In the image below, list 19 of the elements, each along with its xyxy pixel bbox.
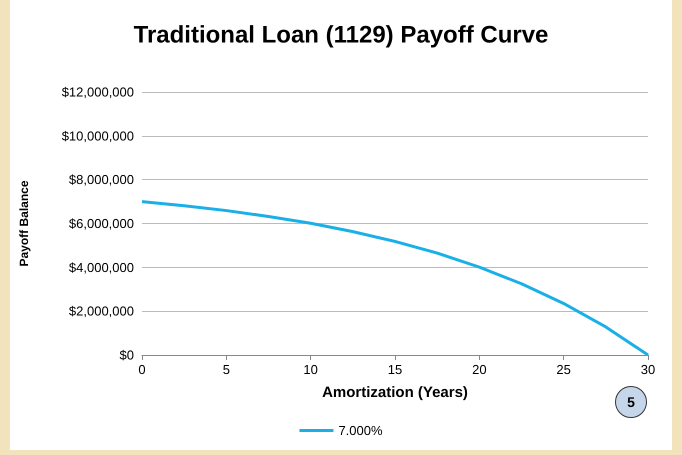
y-tick-label: $12,000,000 (62, 84, 134, 100)
x-tick-label: 25 (556, 362, 571, 377)
x-axis-title: Amortization (Years) (322, 384, 468, 401)
x-tick-label: 30 (640, 362, 656, 377)
y-tick-label: $0 (120, 348, 134, 362)
y-tick-label: $10,000,000 (62, 128, 134, 144)
y-tick-label: $4,000,000 (68, 260, 134, 275)
x-tick-label: 15 (388, 362, 402, 377)
x-tick-label: 10 (303, 362, 318, 377)
x-tick-label: 20 (472, 362, 487, 377)
y-tick-label: $2,000,000 (68, 304, 134, 319)
y-tick-label: $6,000,000 (68, 216, 134, 231)
legend-label: 7.000% (338, 423, 383, 438)
y-axis-title: Payoff Balance (17, 180, 31, 267)
x-tick-label: 5 (222, 362, 230, 377)
y-tick-label: $8,000,000 (68, 172, 134, 188)
chart-title: Traditional Loan (1129) Payoff Curve (134, 22, 548, 48)
line-series (140, 200, 650, 356)
x-tick-label: 0 (138, 362, 146, 377)
